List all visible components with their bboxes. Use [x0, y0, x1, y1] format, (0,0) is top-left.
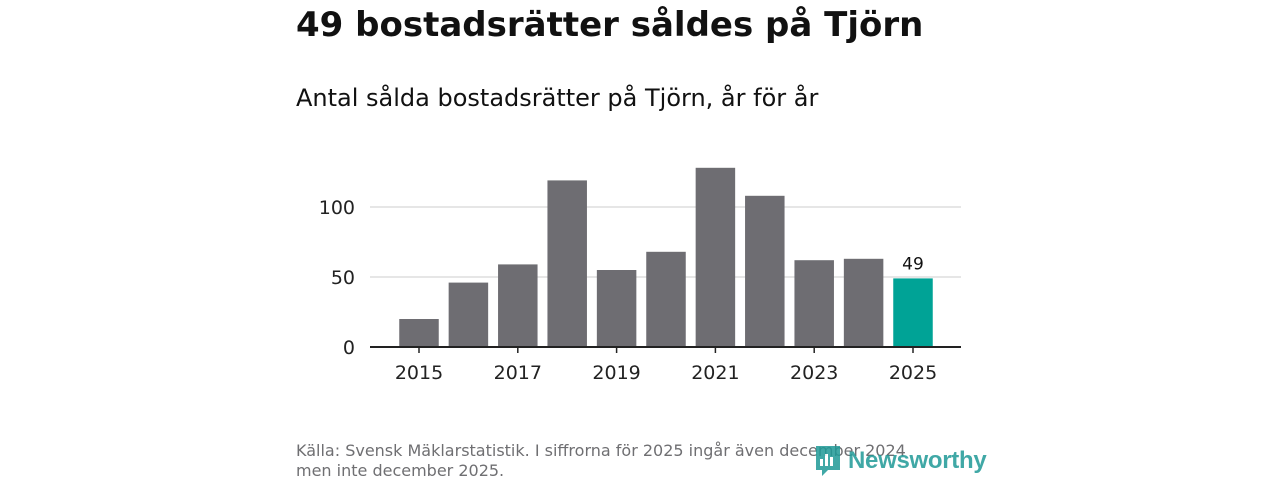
- newsworthy-logo-icon: [816, 446, 840, 476]
- bar: [498, 264, 538, 347]
- chart-subtitle: Antal sålda bostadsrätter på Tjörn, år f…: [296, 84, 819, 112]
- x-tick-label: 2015: [395, 362, 443, 384]
- bar: [745, 195, 785, 347]
- y-tick-label: 50: [331, 267, 355, 289]
- bar: [448, 282, 489, 347]
- source-footnote: Källa: Svensk Mäklarstatistik. I siffror…: [296, 441, 906, 480]
- x-tick-label: 2021: [691, 362, 739, 384]
- newsworthy-logo: Newsworthy: [814, 444, 987, 478]
- page-title: 49 bostadsrätter såldes på Tjörn: [296, 5, 924, 45]
- y-tick-label: 0: [343, 337, 355, 359]
- x-tick-label: 2019: [592, 362, 640, 384]
- bar: [596, 270, 637, 347]
- bar: [695, 167, 736, 347]
- bar: [843, 258, 884, 347]
- bar: [547, 180, 587, 347]
- y-tick-label: 100: [319, 197, 355, 219]
- bar: [794, 260, 834, 347]
- bar-chart: 0 50 100 49 2015 2017 2019 2021 2023 2025: [319, 167, 961, 384]
- bar: [646, 251, 686, 347]
- bar: [399, 319, 439, 347]
- newsworthy-logo-text: Newsworthy: [848, 447, 987, 474]
- data-label: 49: [902, 254, 924, 274]
- bar-highlighted: [893, 278, 933, 347]
- x-tick-label: 2023: [790, 362, 838, 384]
- x-tick-label: 2025: [889, 362, 937, 384]
- x-tick-label: 2017: [494, 362, 542, 384]
